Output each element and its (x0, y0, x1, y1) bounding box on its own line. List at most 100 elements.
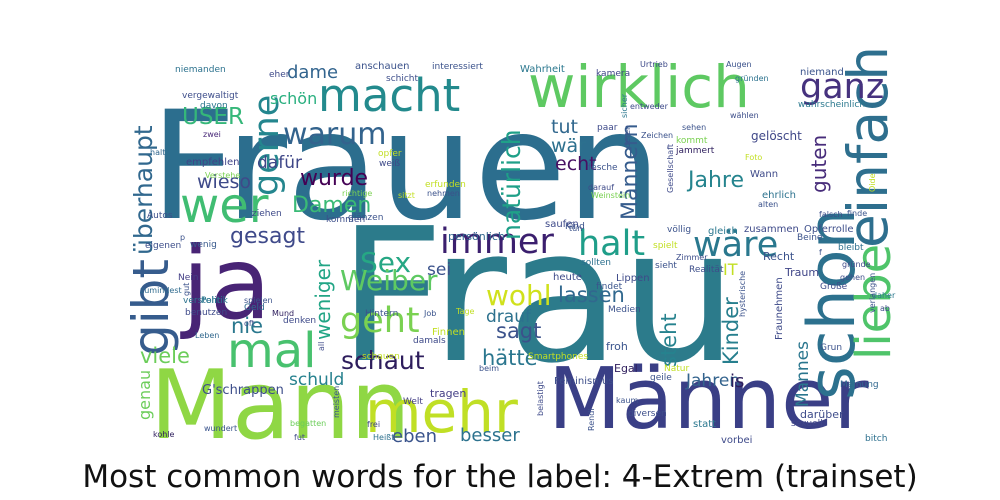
cloud-word: tut (551, 116, 578, 138)
cloud-word: wohl (486, 279, 552, 312)
cloud-word: Männer (548, 350, 868, 449)
cloud-word: denken (283, 316, 316, 326)
cloud-word: niemand (800, 67, 844, 78)
cloud-word: vorbei (721, 435, 752, 446)
cloud-word: erfunden (425, 180, 466, 190)
cloud-word: interessiert (432, 62, 483, 72)
cloud-word: Weinstein (591, 191, 630, 200)
cloud-word: natürlich (497, 129, 526, 240)
cloud-word: schaut (341, 346, 425, 375)
cloud-word: persönlich (448, 230, 505, 243)
cloud-word: viele (140, 344, 190, 368)
cloud-word: gehen (840, 273, 865, 282)
cloud-word: opfer (378, 149, 402, 159)
cloud-word: Lippen (616, 273, 650, 284)
cloud-word: Wahrheit (520, 64, 565, 75)
cloud-word: Weiber (340, 264, 438, 297)
cloud-word: Beine (797, 233, 823, 243)
cloud-word: gründe (842, 260, 871, 269)
cloud-word: kohle (153, 430, 175, 439)
cloud-word: Hintern (365, 309, 398, 319)
cloud-word: lassen (558, 283, 625, 307)
cloud-word: sagt (496, 319, 541, 343)
cloud-word: wurde (300, 166, 368, 191)
cloud-word: zwei (203, 130, 221, 139)
cloud-word: kaum (616, 396, 638, 405)
cloud-word: spielen (244, 296, 273, 305)
cloud-word: hysterische (738, 271, 747, 317)
cloud-word: überhaupt (129, 125, 158, 255)
cloud-word: Oide (868, 173, 877, 192)
cloud-word: wählen (730, 111, 759, 120)
cloud-word: eigenen (145, 241, 181, 251)
cloud-word: Zimmer (676, 253, 708, 262)
cloud-word: dafür (257, 153, 302, 173)
cloud-word: halt (150, 148, 165, 157)
cloud-word: f (819, 248, 822, 257)
cloud-word: paar (597, 123, 618, 133)
cloud-word: Verstehe (205, 171, 240, 180)
cloud-word: davon (200, 101, 228, 111)
cloud-word: ziehen (252, 209, 282, 219)
cloud-word: Augen (726, 60, 752, 69)
cloud-word: diversen (628, 409, 667, 419)
cloud-word: kommt (676, 136, 708, 146)
cloud-word: wenig (190, 240, 217, 250)
cloud-word: Finnen (432, 327, 465, 338)
cloud-word: gut (182, 283, 191, 296)
cloud-word: begatten (290, 419, 326, 428)
cloud-word: Mann (150, 351, 411, 455)
cloud-word: Urtrieb (640, 60, 668, 69)
cloud-word: Recht (763, 250, 795, 263)
cloud-word: meisten (332, 386, 341, 418)
cloud-word: schön (270, 89, 317, 108)
cloud-word: oft (244, 319, 255, 328)
chart-title: Most common words for the label: 4-Extre… (82, 459, 918, 495)
cloud-word: alten (758, 200, 778, 209)
cloud-word: besser (460, 425, 520, 446)
cloud-word: gleich (708, 226, 738, 237)
cloud-word: weiß (379, 159, 400, 169)
cloud-word: Sex (360, 246, 411, 279)
cloud-word: eher (269, 70, 290, 80)
cloud-word: Frau (338, 188, 738, 404)
cloud-word: schuld (289, 370, 344, 390)
cloud-word: kommen (326, 215, 365, 225)
cloud-word: all (317, 342, 326, 351)
cloud-word: Leben (195, 331, 219, 340)
cloud-word: verlangen (868, 273, 877, 313)
cloud-word: finde (847, 209, 867, 218)
cloud-word: Mund (272, 309, 294, 318)
cloud-word: wieso (197, 171, 251, 193)
cloud-word: falsch (819, 210, 843, 219)
cloud-word: dame (287, 62, 338, 83)
cloud-word: eben (392, 426, 437, 447)
cloud-word: geht (340, 301, 420, 341)
cloud-word: Wann (750, 169, 778, 180)
cloud-word: fesche (588, 163, 618, 173)
cloud-word: Autos (147, 211, 173, 221)
cloud-word: bitch (865, 434, 887, 444)
cloud-word: gründen (735, 74, 769, 83)
cloud-word: Geld (244, 303, 265, 313)
cloud-word: Egal (614, 362, 638, 375)
cloud-word: kamera (596, 69, 630, 79)
cloud-word: Fraunehmen (774, 277, 785, 340)
cloud-word: vergewaltigt (182, 91, 239, 101)
cloud-word: völlig (667, 225, 691, 235)
cloud-word: Große (820, 282, 848, 292)
cloud-word: darauf (588, 183, 614, 192)
cloud-word: Jahren (685, 371, 740, 391)
cloud-word: ja (180, 225, 271, 342)
cloud-word: Grun (820, 343, 842, 353)
cloud-word: hätte (482, 346, 538, 370)
cloud-word: wäre (693, 225, 778, 265)
cloud-word: weniger (311, 259, 335, 340)
cloud-word: Kind (565, 222, 585, 232)
cloud-word: Job (423, 309, 436, 318)
cloud-word: nie (231, 314, 263, 338)
cloud-word: sitzt (398, 191, 415, 200)
cloud-word: versteht (183, 296, 221, 306)
cloud-word: Welt (403, 397, 423, 407)
cloud-word: deren (623, 125, 632, 148)
